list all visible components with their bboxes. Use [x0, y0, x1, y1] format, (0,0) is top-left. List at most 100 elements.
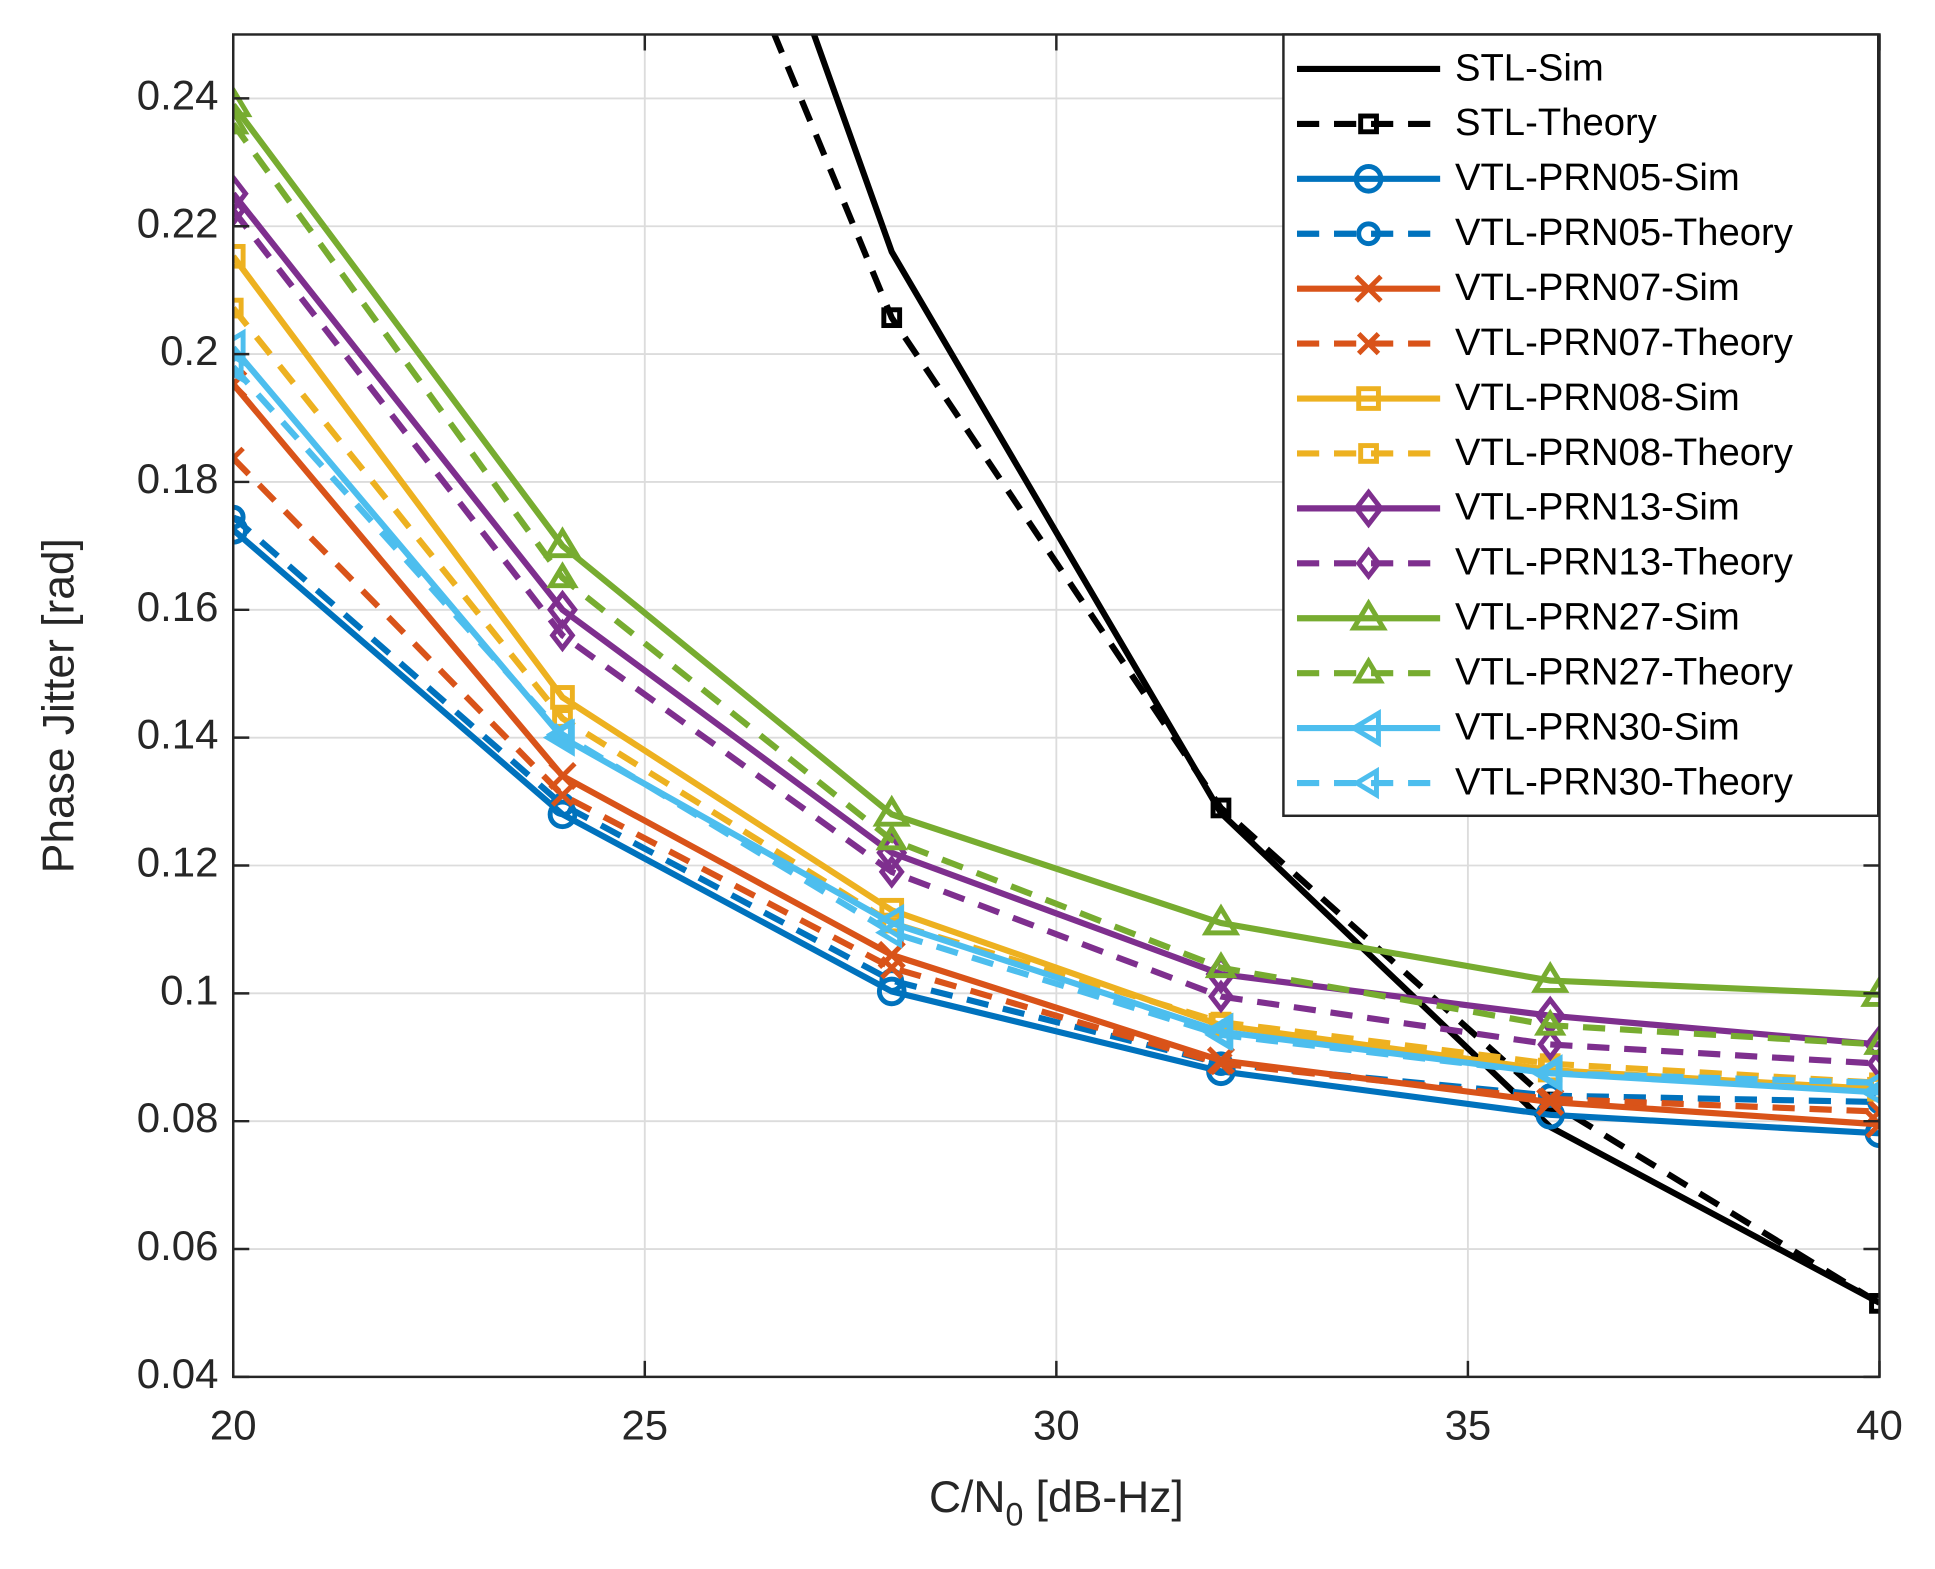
y-tick-label: 0.06	[137, 1222, 219, 1269]
marker	[1864, 1024, 1880, 1065]
legend-label: VTL-PRN13-Theory	[1455, 541, 1794, 584]
y-tick-label: 0.08	[137, 1094, 219, 1141]
marker	[1531, 960, 1570, 993]
marker	[1866, 1046, 1880, 1081]
x-tick-label: 25	[621, 1402, 668, 1449]
marker	[233, 173, 249, 214]
y-tick-label: 0.2	[160, 327, 218, 374]
marker	[550, 685, 575, 710]
series-line	[233, 191, 1880, 1048]
legend-label: STL-Sim	[1455, 46, 1604, 89]
marker	[1538, 1087, 1562, 1111]
series-line	[233, 208, 1880, 1067]
marker	[233, 328, 246, 367]
y-tick-label: 0.16	[137, 583, 219, 630]
x-axis-label: C/N0 [dB-Hz]	[929, 1473, 1184, 1533]
marker	[878, 855, 905, 889]
legend-label: VTL-PRN27-Sim	[1455, 596, 1740, 639]
marker	[1867, 1100, 1880, 1124]
marker	[1859, 1080, 1880, 1105]
series-line	[233, 514, 1880, 1106]
series-line	[233, 382, 1880, 1128]
marker	[881, 307, 903, 329]
x-tick-label: 20	[210, 1402, 257, 1449]
marker	[546, 561, 579, 589]
ticks: 0.04 0.06 0.08 0.1 0.12 0.14 0.16 0.18 0.2 0.22 0.…	[137, 34, 1903, 1449]
marker	[233, 446, 245, 470]
series-line	[233, 364, 1880, 1086]
y-tick-label: 0.1	[160, 966, 218, 1013]
marker	[1201, 903, 1241, 936]
marker	[1862, 1072, 1880, 1093]
marker	[876, 976, 907, 1007]
legend-label: VTL-PRN30-Sim	[1455, 705, 1740, 748]
marker	[1353, 164, 1384, 194]
y-axis-label: Phase Jitter [rad]	[34, 538, 83, 873]
x-tick-label: 40	[1856, 1402, 1903, 1449]
marker	[1351, 766, 1379, 800]
marker	[1533, 1057, 1561, 1090]
marker	[1353, 488, 1385, 529]
series-line	[233, 527, 1880, 1137]
marker	[543, 526, 582, 559]
y-tick-label: 0.14	[137, 711, 219, 758]
marker	[233, 350, 244, 384]
marker	[875, 916, 903, 949]
marker	[1537, 1027, 1564, 1062]
legend-label: VTL-PRN05-Theory	[1455, 211, 1794, 254]
marker	[549, 618, 576, 653]
legend: STL-Sim STL-Theory VTL-PRN05-Sim VTL-PRN05-…	[1282, 33, 1880, 818]
legend-label: VTL-PRN08-Sim	[1455, 376, 1740, 419]
legend-label: STL-Theory	[1455, 101, 1658, 144]
marker	[233, 193, 247, 228]
legend-box	[1282, 33, 1880, 818]
marker	[1204, 1018, 1232, 1052]
marker	[550, 783, 575, 807]
x-tick-label: 30	[1033, 1402, 1080, 1449]
marker	[233, 85, 253, 118]
y-tick-label: 0.22	[137, 199, 219, 246]
legend-label: VTL-PRN13-Sim	[1455, 486, 1740, 529]
marker	[1358, 443, 1379, 464]
marker	[1356, 386, 1381, 411]
marker	[233, 243, 246, 269]
x-label-subscript: 0	[1005, 1497, 1023, 1533]
series-layer	[233, 34, 1880, 1314]
marker	[1356, 221, 1381, 247]
series-line	[233, 456, 1880, 1115]
legend-label: VTL-PRN08-Theory	[1455, 431, 1794, 474]
series-line	[233, 306, 1880, 1086]
marker	[1352, 656, 1385, 684]
marker	[1349, 598, 1388, 631]
legend-label: VTL-PRN27-Theory	[1455, 651, 1794, 694]
marker	[1209, 1052, 1233, 1076]
y-tick-label: 0.24	[137, 72, 219, 119]
marker	[1355, 546, 1382, 581]
marker	[1354, 274, 1383, 303]
x-label-part: C/N	[929, 1473, 1005, 1522]
legend-label: VTL-PRN30-Theory	[1455, 760, 1794, 803]
y-tick-label: 0.12	[137, 839, 219, 886]
legend-label: VTL-PRN07-Sim	[1455, 266, 1740, 309]
marker	[1204, 951, 1238, 979]
marker	[1348, 708, 1381, 748]
legend-label: VTL-PRN07-Theory	[1455, 321, 1794, 364]
marker	[545, 718, 573, 751]
series-line	[771, 34, 1880, 1306]
series-line	[233, 122, 1880, 1048]
marker	[1207, 979, 1234, 1014]
marker	[233, 504, 246, 530]
marker	[1356, 332, 1381, 356]
marker	[1358, 113, 1379, 135]
marker	[233, 107, 250, 135]
y-tick-label: 0.18	[137, 455, 219, 502]
y-tick-label: 0.04	[137, 1350, 219, 1397]
marker	[1534, 1008, 1567, 1036]
series-line	[810, 34, 1880, 1306]
marker	[875, 823, 908, 851]
marker	[1865, 1110, 1880, 1139]
legend-label: VTL-PRN05-Sim	[1455, 156, 1740, 199]
marker	[1863, 1027, 1880, 1055]
series-line	[233, 102, 1880, 998]
